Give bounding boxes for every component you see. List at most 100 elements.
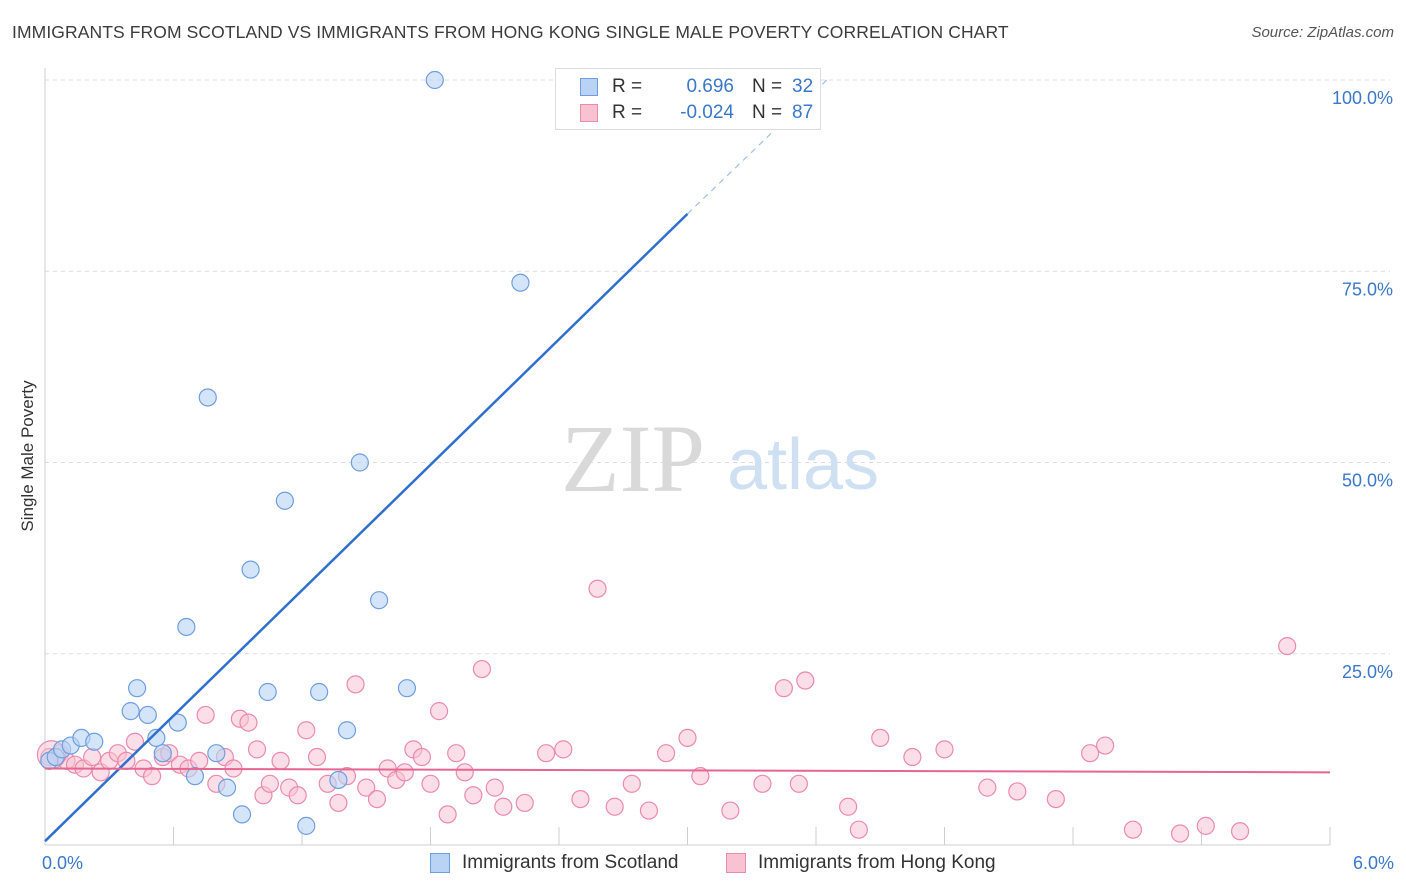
hongkong-point <box>260 774 279 793</box>
scotland-point <box>127 679 147 698</box>
hongkong-point <box>455 763 474 782</box>
hongkong-point <box>789 774 808 793</box>
scotland-point <box>177 617 196 637</box>
hongkong-point <box>125 732 145 751</box>
scotland-r-value: 0.696 <box>686 76 734 97</box>
hongkong-point <box>571 789 590 809</box>
hongkong-point <box>605 797 624 816</box>
hongkong-point <box>1170 824 1190 843</box>
y-tick-label: 50.0% <box>1342 471 1393 491</box>
hongkong-point <box>329 793 348 813</box>
hongkong-point <box>1046 789 1065 809</box>
y-tick-label: 25.0% <box>1342 662 1393 682</box>
scotland-point <box>370 591 389 610</box>
hongkong-point <box>247 740 267 759</box>
scotland-point <box>350 453 369 472</box>
scotland-point <box>85 732 104 751</box>
legend-item-hongkong[interactable]: Immigrants from Hong Kong <box>726 852 996 874</box>
legend-item-scotland[interactable]: Immigrants from Scotland <box>430 852 678 874</box>
scotland-swatch <box>580 78 598 96</box>
scotland-point <box>310 682 329 702</box>
hongkong-r-label: R = <box>612 102 643 123</box>
hongkong-point <box>678 728 697 748</box>
scotland-point <box>217 778 237 797</box>
hongkong-point <box>554 740 573 759</box>
correlation-legend: R = 0.696 N = 32 R = -0.024 N = 87 <box>555 68 821 130</box>
scotland-point <box>198 388 217 407</box>
scotland-points <box>40 70 530 835</box>
y-tick-label: 75.0% <box>1342 279 1393 299</box>
hongkong-point <box>849 820 868 839</box>
hongkong-point <box>429 702 449 721</box>
hongkong-point <box>1196 816 1215 835</box>
chart-title: IMMIGRANTS FROM SCOTLAND VS IMMIGRANTS F… <box>12 22 1009 42</box>
scotland-n-value: 32 <box>792 76 814 97</box>
hongkong-swatch <box>580 104 598 122</box>
hongkong-point <box>691 767 710 786</box>
hongkong-point <box>537 744 556 763</box>
hongkong-point <box>346 675 365 694</box>
scotland-point <box>138 705 157 725</box>
hongkong-point <box>494 797 513 816</box>
hongkong-point <box>1230 822 1250 841</box>
hongkong-points <box>36 579 1297 843</box>
scotland-point <box>425 70 444 90</box>
scotland-trend-line <box>44 212 689 843</box>
hongkong-legend-label: Immigrants from Hong Kong <box>758 852 996 873</box>
scotland-legend-label: Immigrants from Scotland <box>462 852 679 873</box>
hongkong-point <box>307 747 327 767</box>
hongkong-point <box>485 778 504 797</box>
axes <box>44 68 1331 846</box>
hongkong-n-label: N = <box>752 102 783 123</box>
scotland-point <box>337 721 357 740</box>
hongkong-n-value: 87 <box>792 102 814 123</box>
hongkong-point <box>447 744 466 763</box>
hongkong-point <box>421 774 440 793</box>
hongkong-point <box>903 747 922 767</box>
x-tick-label: 0.0% <box>42 853 83 873</box>
scotland-n-label: N = <box>752 76 783 97</box>
hongkong-point <box>935 740 954 759</box>
scotland-point <box>275 491 294 510</box>
hongkong-point <box>774 679 793 698</box>
x-tick-label: 6.0% <box>1353 853 1394 873</box>
watermark-zip: ZIP <box>561 405 705 512</box>
hongkong-point <box>515 793 534 813</box>
scotland-point <box>147 728 166 748</box>
series-legend: Immigrants from Scotland Immigrants from… <box>0 852 1406 876</box>
scotland-point <box>397 679 417 698</box>
hongkong-point <box>239 713 258 732</box>
scotland-point <box>207 744 226 763</box>
hongkong-r-value: -0.024 <box>680 102 734 123</box>
hongkong-point <box>472 659 491 679</box>
hongkong-point <box>588 579 607 598</box>
hongkong-point <box>721 801 740 820</box>
grid-lines <box>45 79 1390 655</box>
hongkong-point <box>656 744 676 763</box>
scotland-point <box>258 682 277 702</box>
hongkong-point <box>357 778 376 797</box>
hongkong-point <box>978 778 997 797</box>
legend-row-hongkong: R = -0.024 N = 87 <box>580 101 813 125</box>
hongkong-point <box>83 747 102 767</box>
hongkong-point <box>190 751 209 770</box>
hongkong-point <box>196 705 215 725</box>
hongkong-point <box>438 805 457 824</box>
hongkong-point <box>142 767 162 786</box>
hongkong-point <box>464 786 483 805</box>
tick-labels: 25.0% 50.0% 75.0% 100.0% 0.0% 6.0% <box>42 88 1394 873</box>
hongkong-point <box>1123 820 1143 839</box>
trend-lines <box>44 79 1331 843</box>
hongkong-point <box>1278 636 1297 656</box>
hongkong-point <box>367 789 387 809</box>
hongkong-point <box>622 774 641 793</box>
y-tick-label: 100.0% <box>1332 88 1393 108</box>
scotland-point <box>297 816 316 835</box>
scotland-legend-swatch <box>430 853 450 873</box>
hongkong-point <box>871 728 890 748</box>
hongkong-point <box>412 747 432 767</box>
hongkong-point <box>288 786 307 805</box>
scotland-point <box>121 702 140 721</box>
hongkong-trend-line <box>44 767 1331 774</box>
